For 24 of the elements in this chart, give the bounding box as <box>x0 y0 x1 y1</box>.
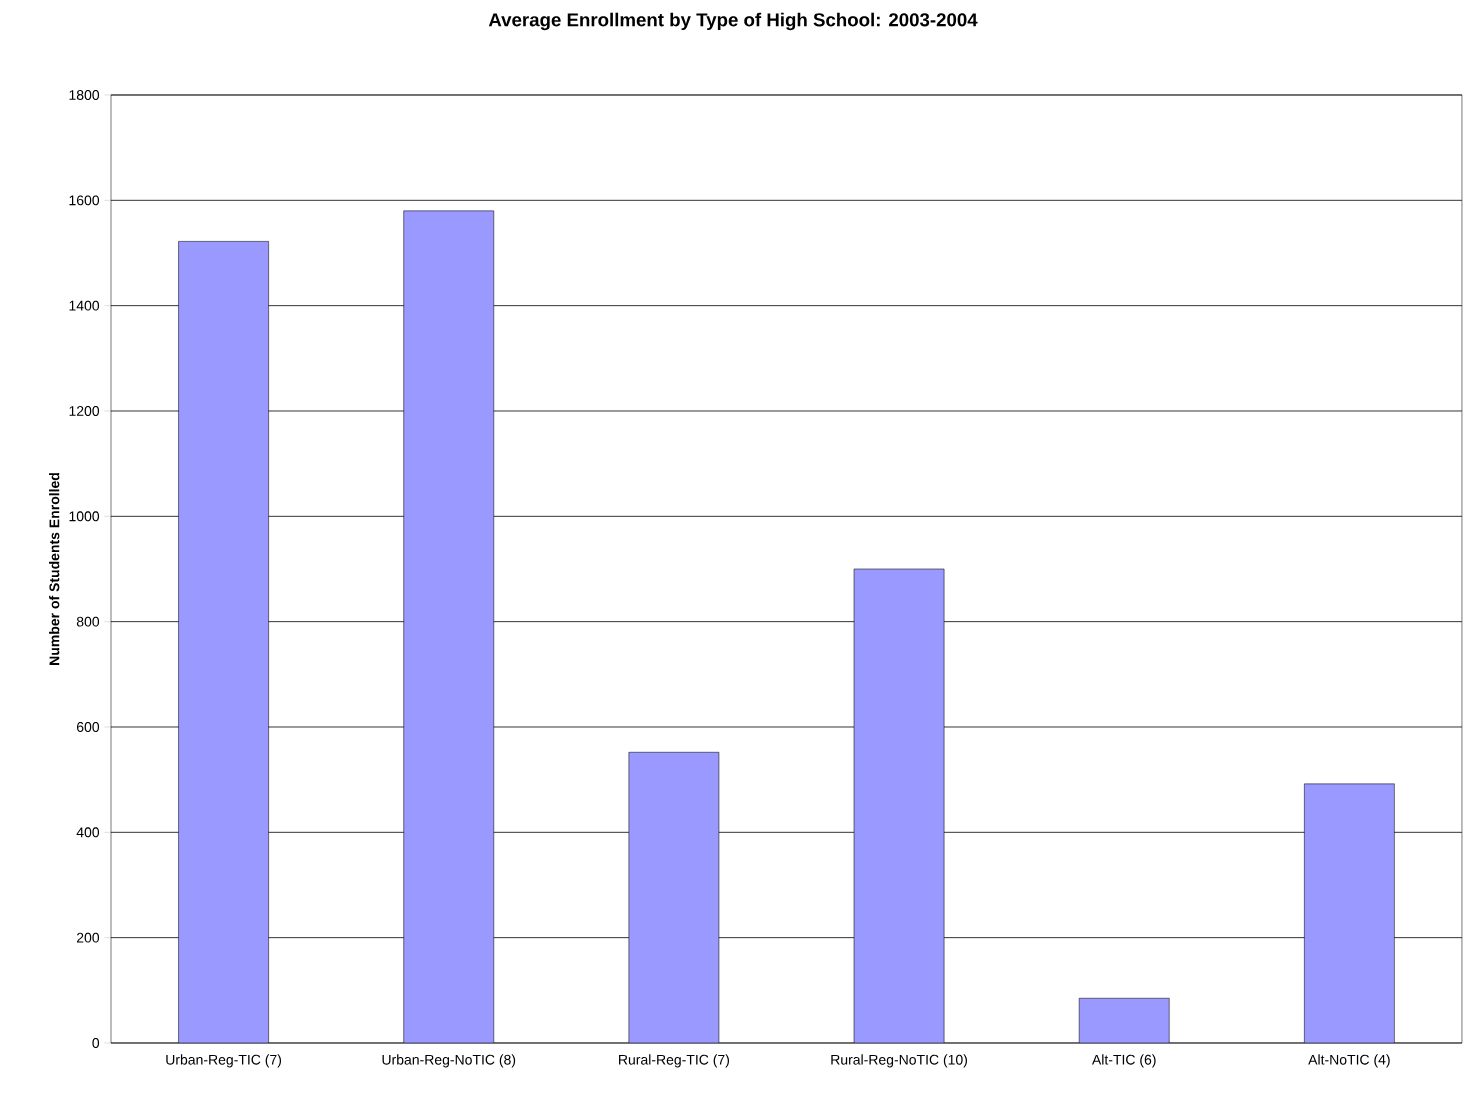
bar <box>403 210 495 1043</box>
y-tick-label: 600 <box>76 722 100 732</box>
y-tick-label: 0 <box>92 1038 100 1048</box>
y-tick-label: 400 <box>76 827 100 838</box>
bar <box>1304 783 1395 1043</box>
x-tick-label: Rural-Reg-NoTIC (10) <box>831 1054 967 1068</box>
x-tick-label: Alt-TIC (6) <box>1091 1054 1156 1068</box>
y-tick-label: 1400 <box>69 300 100 311</box>
x-tick-label: Urban-Reg-TIC (7) <box>166 1054 282 1068</box>
bar <box>178 241 269 1043</box>
chart-title: Average Enrollment by Type of High School: 2003-2004 <box>488 12 978 31</box>
y-axis-title: Number of Students Enrolled <box>49 473 60 665</box>
bar <box>1078 997 1170 1043</box>
y-tick-label: 1200 <box>69 406 100 416</box>
x-tick-label: Rural-Reg-TIC (7) <box>619 1054 729 1068</box>
bar <box>628 752 720 1043</box>
y-tick-label: 200 <box>76 932 100 943</box>
x-tick-label: Alt-NoTIC (4) <box>1308 1054 1390 1068</box>
y-tick-label: 800 <box>76 616 100 627</box>
bar <box>853 568 945 1043</box>
x-tick-label: Urban-Reg-NoTIC (8) <box>382 1054 516 1068</box>
y-tick-label: 1000 <box>69 511 100 522</box>
y-tick-label: 1600 <box>69 195 100 206</box>
y-tick-label: 1800 <box>69 90 100 100</box>
